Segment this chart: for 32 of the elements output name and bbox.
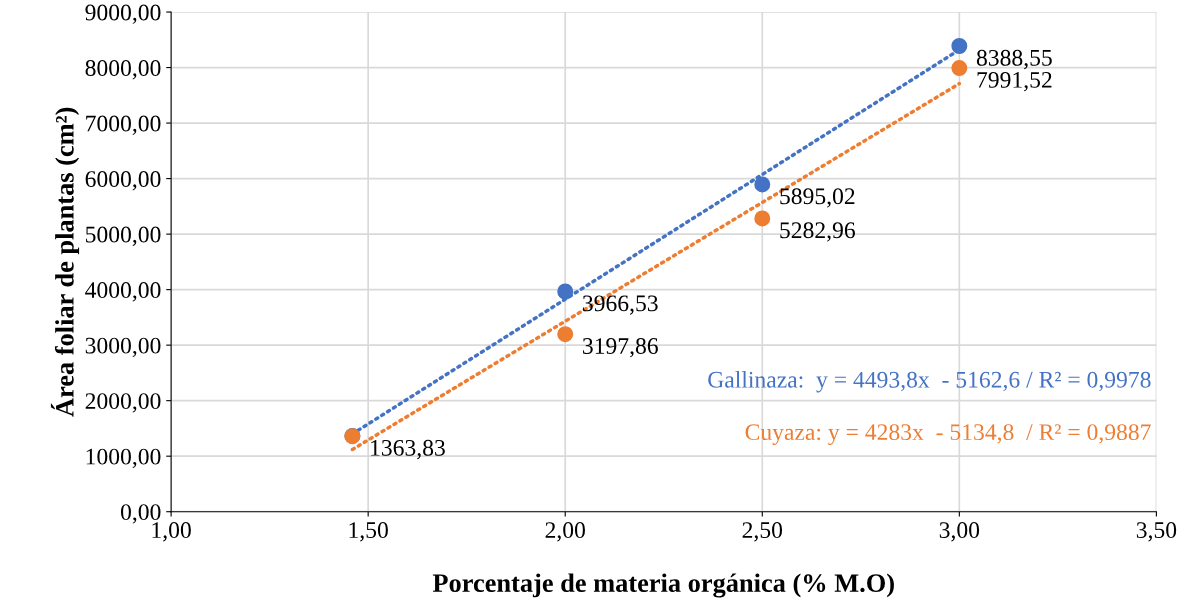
y-tick-label: 3000,00 (85, 337, 161, 357)
data-label: 5282,96 (780, 222, 855, 242)
y-tick-label: 5000,00 (86, 226, 161, 246)
y-axis-title: Área foliar de plantas (cm²) (50, 107, 80, 417)
data-label: 8388,55 (976, 49, 1052, 70)
y-tick-label: 1000,00 (86, 448, 161, 468)
y-tick-label: 0,00 (120, 504, 161, 524)
y-tick-label: 8000,00 (85, 60, 161, 80)
point (754, 210, 771, 227)
x-tick-label: 2,50 (742, 522, 783, 542)
annotation: Gallinaza: y = 4493,8x - 5162,6 / R² = 0,9978 (708, 371, 1151, 393)
y-tick-label: 9000,00 (85, 4, 161, 24)
x-tick-label: 3,00 (939, 522, 980, 542)
point (951, 38, 968, 54)
data-label: 5895,02 (780, 188, 855, 208)
data-label: 3197,86 (583, 338, 658, 358)
data-label: 7991,52 (977, 71, 1052, 92)
y-tick-label: 7000,00 (86, 115, 161, 135)
x-tick-label: 1,00 (152, 522, 191, 542)
x-axis-title: Porcentaje de materia orgánica (% M.O) (432, 573, 894, 598)
point (557, 283, 574, 300)
point (557, 326, 574, 343)
data-label: 1363,83 (371, 439, 445, 460)
x-tick-label: 1,50 (349, 522, 388, 542)
y-tick-label: 2000,00 (85, 393, 161, 413)
y-tick-label: 6000,00 (85, 171, 161, 191)
annotation: Cuyaza: y = 4283x - 5134,8 / R² = 0,9887 (745, 424, 1151, 445)
x-tick-label: 2,00 (545, 522, 585, 542)
x-tick-label: 3,50 (1136, 522, 1177, 542)
y-tick-label: 4000,00 (85, 282, 161, 302)
point (951, 60, 968, 77)
point (754, 176, 771, 193)
